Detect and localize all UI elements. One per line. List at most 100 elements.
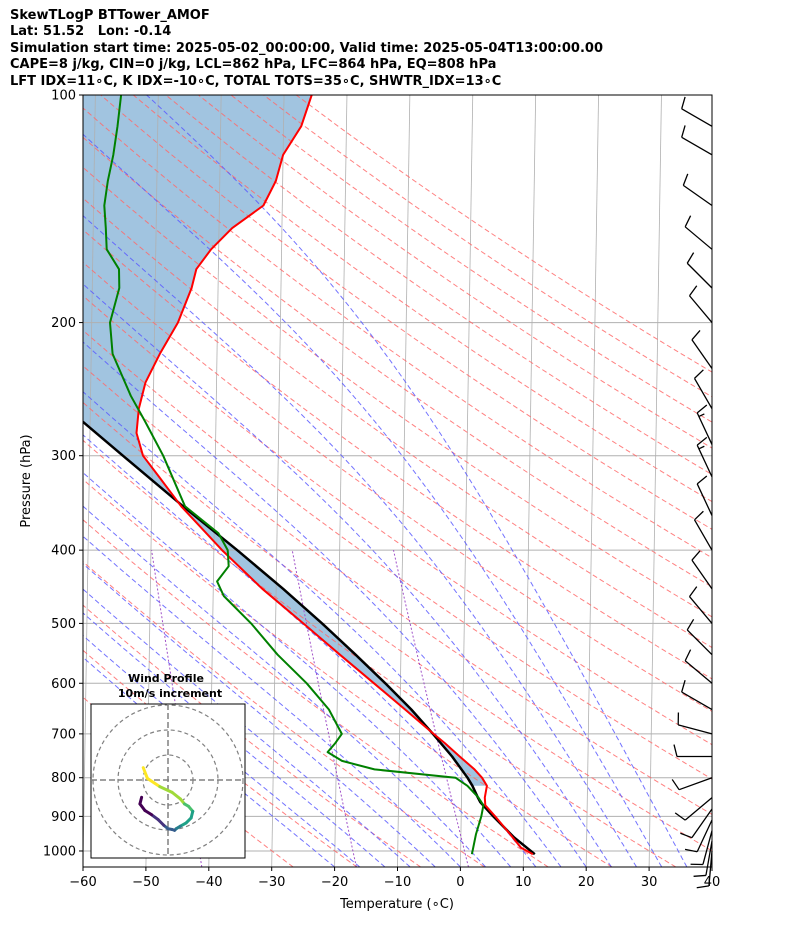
moist-adiabat xyxy=(83,634,361,867)
isotherm xyxy=(460,95,474,867)
wind-barb xyxy=(693,840,713,877)
isotherm xyxy=(271,95,285,867)
wind-barb xyxy=(682,173,713,207)
dry-adiabat xyxy=(198,95,712,449)
moist-adiabat xyxy=(83,472,512,867)
wind-barb xyxy=(677,712,713,735)
x-tick-label: −50 xyxy=(132,875,159,890)
dry-adiabat xyxy=(83,519,549,867)
moist-adiabat xyxy=(83,656,335,867)
x-tick-label: 40 xyxy=(704,875,721,890)
dry-adiabat xyxy=(83,439,677,867)
y-tick-label: 1000 xyxy=(43,844,76,859)
isotherm xyxy=(83,95,96,867)
y-tick-label: 300 xyxy=(51,449,76,464)
moist-adiabat xyxy=(146,95,688,867)
wind-barb xyxy=(686,619,713,656)
wind-barb xyxy=(691,330,713,369)
wind-barb xyxy=(674,797,713,821)
hodograph-trace-segment xyxy=(141,766,149,780)
dewpoint-line xyxy=(103,95,485,855)
y-tick-label: 400 xyxy=(51,544,76,559)
title-line-5: LFT IDX=11∘C, K IDX=-10∘C, TOTAL TOTS=35… xyxy=(10,73,502,89)
x-tick-label: 10 xyxy=(515,875,532,890)
moist-adiabat xyxy=(83,391,562,867)
y-tick-label: 900 xyxy=(51,810,76,825)
dry-adiabat xyxy=(83,478,613,867)
dry-adiabat xyxy=(230,95,712,423)
x-tick-label: −60 xyxy=(69,875,96,890)
y-tick-label: 200 xyxy=(51,316,76,331)
wind-barb xyxy=(671,777,713,791)
wind-barb xyxy=(686,252,713,289)
wind-barb xyxy=(690,830,713,866)
wind-barb xyxy=(684,819,713,853)
wind-barb xyxy=(681,125,713,156)
title-block: SkewTLogP BTTower_AMOF Lat: 51.52 Lon: -… xyxy=(10,8,603,90)
dry-adiabat xyxy=(295,95,712,373)
dry-adiabat xyxy=(100,95,712,530)
x-tick-label: −20 xyxy=(321,875,348,890)
x-axis-label: Temperature (∘C) xyxy=(339,897,454,912)
dry-adiabat xyxy=(83,561,485,867)
hodograph-subtitle: 10m/s increment xyxy=(118,687,222,700)
hodograph-title: Wind Profile xyxy=(128,672,204,685)
moist-adiabat xyxy=(83,612,386,867)
hodograph-trace-segment xyxy=(138,795,144,806)
title-line-4: CAPE=8 j/kg, CIN=0 j/kg, LCL=862 hPa, LF… xyxy=(10,57,497,73)
dry-adiabat xyxy=(83,197,712,649)
isotherm xyxy=(334,95,348,867)
wind-barb xyxy=(673,744,712,758)
wind-barb xyxy=(696,436,713,478)
dry-adiabat xyxy=(83,166,712,618)
x-tick-label: 20 xyxy=(578,875,595,890)
hodograph-trace-segment xyxy=(158,785,174,794)
wind-barb xyxy=(680,808,713,839)
dry-adiabat xyxy=(83,604,421,867)
y-tick-label: 100 xyxy=(51,89,76,104)
dry-adiabat xyxy=(83,329,712,780)
wind-barb xyxy=(693,510,713,551)
wind-barb xyxy=(684,649,713,684)
title-line-1: SkewTLogP BTTower_AMOF xyxy=(10,8,210,23)
dry-adiabat xyxy=(83,107,712,559)
moist-adiabat xyxy=(83,505,486,867)
x-tick-label: 0 xyxy=(456,875,464,890)
y-tick-label: 500 xyxy=(51,617,76,632)
wind-barb xyxy=(681,679,713,711)
isotherm xyxy=(648,95,662,867)
moist-adiabat xyxy=(83,133,663,867)
isotherm xyxy=(585,95,599,867)
dry-adiabat xyxy=(83,261,712,712)
wind-barb xyxy=(693,369,713,410)
moist-adiabat xyxy=(83,283,612,867)
wind-barb xyxy=(684,215,713,250)
isotherm xyxy=(775,95,787,867)
dry-adiabat xyxy=(83,295,712,746)
wind-barb xyxy=(681,96,713,127)
dry-adiabat xyxy=(83,365,712,815)
y-tick-label: 800 xyxy=(51,771,76,786)
wind-barb xyxy=(688,285,713,323)
mixing-ratio-line xyxy=(393,549,469,867)
isotherm xyxy=(711,841,712,867)
mixing-ratio-line xyxy=(291,550,357,867)
x-tick-label: −40 xyxy=(195,875,222,890)
dry-adiabat xyxy=(263,95,712,398)
moist-adiabat xyxy=(83,214,637,867)
x-tick-label: 30 xyxy=(641,875,658,890)
moist-adiabat xyxy=(83,588,411,867)
x-tick-label: −10 xyxy=(384,875,411,890)
cape-area xyxy=(83,95,487,786)
dry-adiabat xyxy=(165,95,712,476)
wind-barb xyxy=(688,586,713,624)
temperature-line xyxy=(135,95,534,856)
dry-adiabat xyxy=(83,401,712,852)
hodograph-trace-segment xyxy=(145,776,162,789)
hodograph: Wind Profile 10m/s increment xyxy=(90,672,246,859)
x-tick-label: −30 xyxy=(258,875,285,890)
wind-barb xyxy=(691,550,713,590)
wind-barb xyxy=(696,475,713,516)
wind-barb xyxy=(696,850,713,889)
